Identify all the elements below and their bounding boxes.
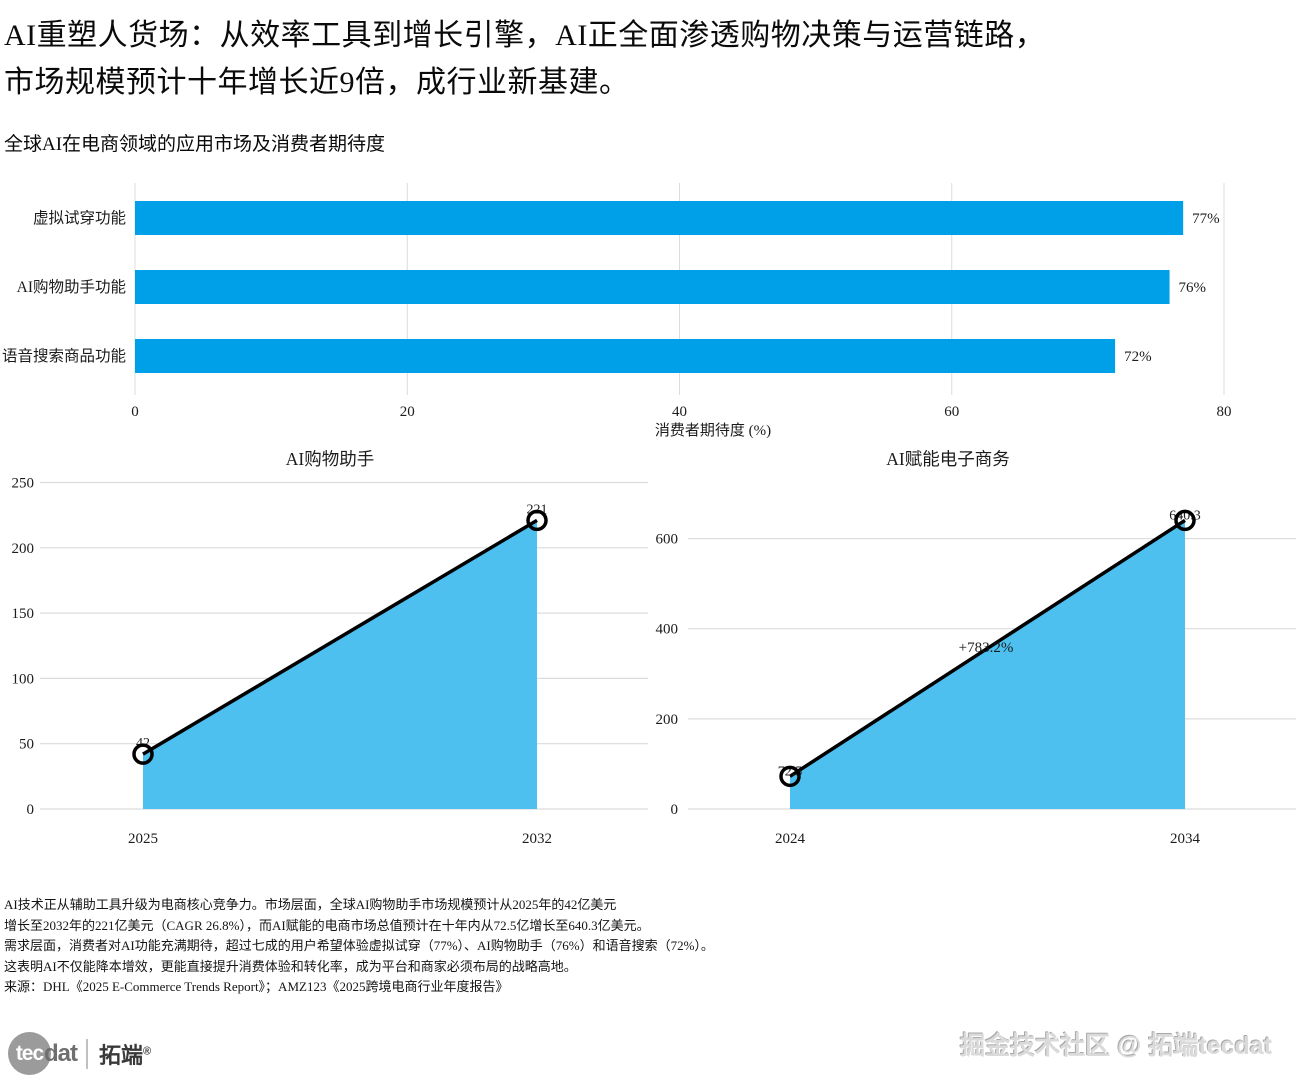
page-title: AI重塑人货场：从效率工具到增长引擎，AI正全面渗透购物决策与运营链路， 市场规… (4, 12, 1045, 106)
x-tick-label: 2024 (775, 831, 806, 847)
value-label: 77% (1192, 211, 1220, 227)
x-tick-label: 60 (944, 404, 959, 420)
title-line-2: 市场规模预计十年增长近9倍，成行业新基建。 (4, 66, 630, 99)
y-tick-label: 150 (12, 606, 35, 622)
y-tick-label: 100 (12, 671, 35, 687)
tecdat-logo-suffix: dat (44, 1039, 78, 1067)
footer-notes: AI技术正从辅助工具升级为电商核心竞争力。市场层面，全球AI购物助手市场规模预计… (4, 895, 714, 998)
chart-title: AI购物助手 (286, 449, 374, 469)
tecdat-logo-circle: tec (8, 1032, 51, 1075)
bar (135, 339, 1116, 373)
y-tick-label: 200 (12, 541, 35, 557)
value-label: 72% (1124, 349, 1152, 365)
y-tick-label: 50 (19, 737, 34, 753)
bar (135, 201, 1184, 235)
data-point-marker (132, 743, 154, 765)
category-label: AI购物助手功能 (17, 278, 126, 296)
growth-annotation: +783.2% (959, 640, 1014, 656)
y-tick-label: 400 (656, 622, 679, 638)
community-watermark: 掘金技术社区 @ 拓端tecdat (960, 1032, 1272, 1060)
x-tick-label: 2032 (522, 831, 552, 847)
y-tick-label: 200 (656, 712, 679, 728)
footer-line: 增长至2032年的221亿美元（CAGR 26.8%），而AI赋能的电商市场总值… (4, 917, 650, 933)
chart-title: AI赋能电子商务 (886, 449, 1009, 469)
logo-divider (86, 1038, 88, 1069)
trend-line (142, 518, 538, 756)
footer-line: 需求层面，消费者对AI功能充满期待，超过七成的用户希望体验虚拟试穿（77%）、A… (4, 938, 714, 953)
data-point-marker (779, 765, 801, 788)
y-tick-label: 0 (27, 802, 35, 818)
category-label: 语音搜索商品功能 (2, 347, 126, 365)
area-fill (143, 520, 537, 809)
bar (135, 270, 1170, 304)
registered-mark: ® (143, 1045, 152, 1058)
x-axis-title: 消费者期待度 (%) (655, 422, 771, 439)
footer-line: 这表明AI不仅能降本增效，更能直接提升消费体验和转化率，成为平台和商家必须布局的… (4, 958, 577, 974)
data-point-marker (526, 509, 548, 532)
chart-section-subtitle: 全球AI在电商领域的应用市场及消费者期待度 (4, 134, 386, 155)
footer-source: 来源：DHL《2025 E-Commerce Trends Report》；AM… (4, 979, 509, 994)
title-line-1: AI重塑人货场：从效率工具到增长引擎，AI正全面渗透购物决策与运营链路， (4, 19, 1046, 52)
value-label: 76% (1179, 280, 1207, 296)
data-point-marker (1174, 509, 1196, 532)
x-tick-label: 20 (400, 404, 415, 420)
x-tick-label: 80 (1217, 404, 1232, 420)
x-tick-label: 2034 (1170, 831, 1201, 847)
x-tick-label: 2025 (128, 831, 158, 847)
footer-line: AI技术正从辅助工具升级为电商核心竞争力。市场层面，全球AI购物助手市场规模预计… (4, 897, 617, 912)
area-fill (790, 520, 1185, 809)
tecdat-logo-chinese: 拓端® (99, 1042, 152, 1068)
x-tick-label: 40 (672, 404, 687, 420)
trend-line (789, 518, 1186, 778)
y-tick-label: 600 (656, 532, 679, 548)
y-tick-label: 0 (671, 802, 679, 818)
consumer-expectation-bar-chart: 0 20 40 60 80 虚拟试穿功能 77% AI购物助手功能 76% 语音搜索商品功能 72%… (2, 183, 1232, 439)
tecdat-logo: tec dat 拓端® (8, 1032, 151, 1075)
y-tick-label: 250 (12, 476, 35, 492)
x-tick-label: 0 (131, 404, 139, 420)
category-label: 虚拟试穿功能 (33, 209, 126, 227)
